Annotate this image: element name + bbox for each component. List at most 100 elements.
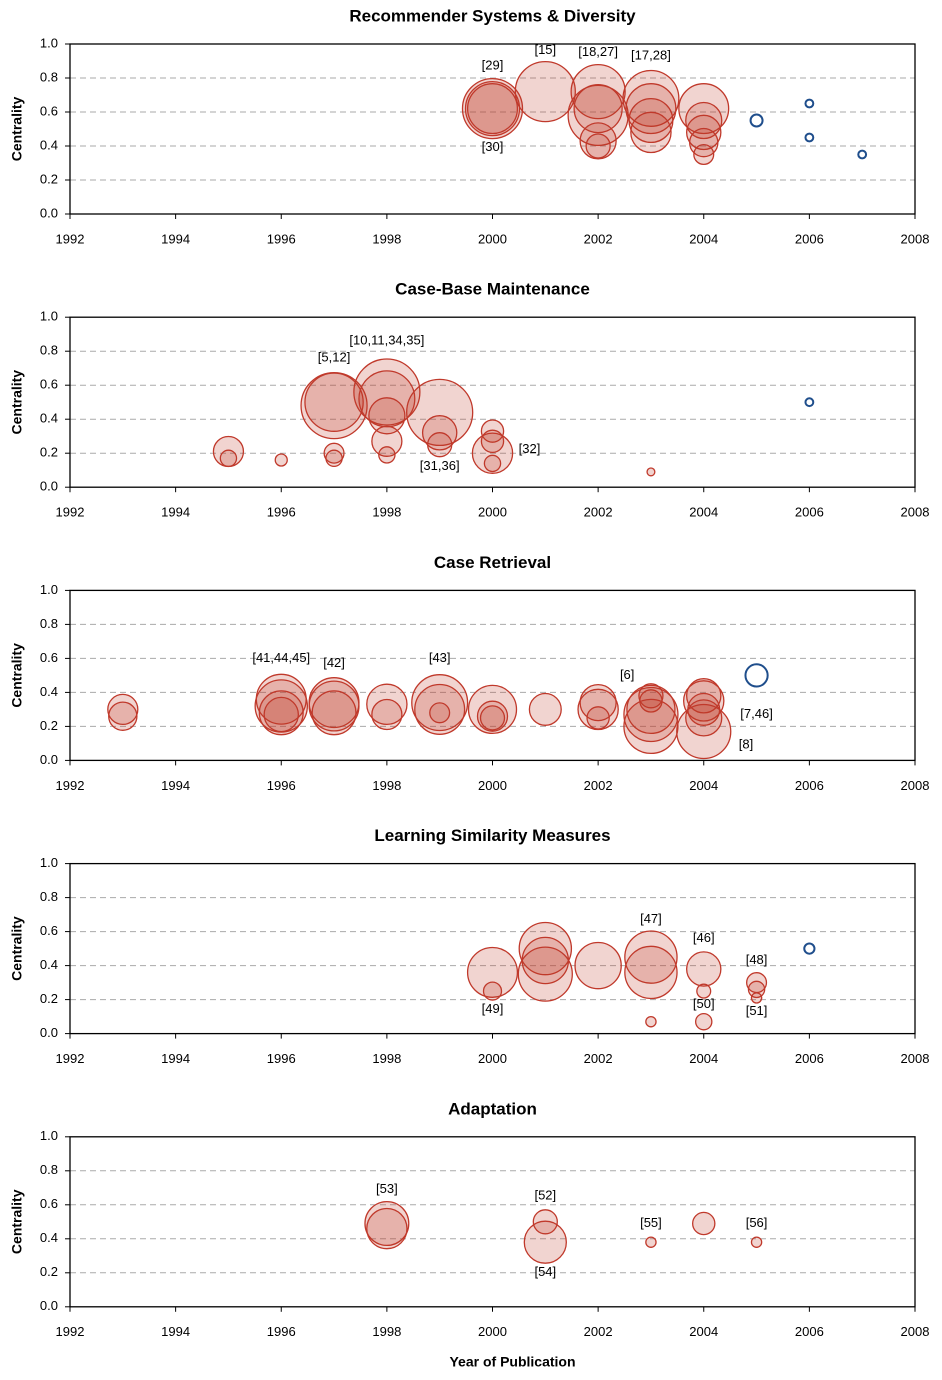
- bubble: [371, 698, 403, 731]
- annotation: [10,11,34,35]: [349, 332, 424, 347]
- bubble: [804, 132, 815, 143]
- annotation: [31,36]: [420, 458, 460, 473]
- annotation: [47]: [640, 911, 662, 926]
- bubble: [528, 692, 562, 726]
- bubble: [685, 101, 723, 140]
- y-axis-label: Centrality: [9, 97, 25, 162]
- x-tick-label: 1996: [267, 1051, 296, 1066]
- annotation: [46]: [693, 930, 715, 945]
- bubble: [857, 149, 868, 160]
- bubble: [483, 454, 502, 473]
- annotation: [51]: [746, 1003, 768, 1018]
- y-tick-label: 0.6: [40, 1196, 58, 1211]
- bubble: [364, 1200, 410, 1247]
- bubble: [695, 1012, 713, 1031]
- bubble: [804, 397, 815, 408]
- x-tick-label: 2000: [478, 1051, 507, 1066]
- bubble: [624, 930, 678, 984]
- chart-title: Learning Similarity Measures: [374, 826, 610, 845]
- x-tick-label: 2002: [584, 505, 613, 520]
- y-tick-label: 1.0: [40, 309, 58, 324]
- bubble: [645, 1236, 657, 1248]
- x-tick-label: 1998: [372, 778, 401, 793]
- bubble: [371, 425, 403, 457]
- bubble: [518, 921, 573, 976]
- annotation: [55]: [640, 1215, 662, 1230]
- y-tick-label: 0.0: [40, 1025, 58, 1040]
- x-tick-label: 1996: [267, 1324, 296, 1339]
- x-tick-label: 1992: [56, 778, 85, 793]
- annotation: [6]: [620, 667, 634, 682]
- y-tick-label: 0.4: [40, 1230, 58, 1245]
- x-tick-label: 1994: [161, 231, 190, 246]
- bubble: [219, 449, 238, 468]
- bubble: [366, 683, 408, 726]
- bubble: [464, 80, 521, 137]
- bubble: [645, 1015, 657, 1028]
- y-tick-label: 0.2: [40, 1264, 58, 1279]
- y-tick-label: 0.6: [40, 103, 58, 118]
- y-tick-label: 0.6: [40, 377, 58, 392]
- bubble: [523, 1220, 567, 1264]
- bubble: [461, 77, 524, 140]
- y-tick-label: 0.2: [40, 718, 58, 733]
- bubble: [471, 432, 514, 474]
- y-tick-label: 0.2: [40, 991, 58, 1006]
- annotation: [43]: [429, 650, 451, 665]
- x-tick-label: 2006: [795, 1051, 824, 1066]
- bubble: [378, 446, 396, 464]
- x-tick-label: 2008: [901, 1324, 930, 1339]
- bubble: [414, 683, 466, 735]
- x-tick-label: 2002: [584, 1324, 613, 1339]
- bubble: [514, 60, 576, 123]
- bubble: [744, 663, 769, 688]
- y-tick-label: 1.0: [40, 582, 58, 597]
- y-tick-label: 1.0: [40, 35, 58, 50]
- x-tick-label: 2004: [689, 1051, 718, 1066]
- bubble: [683, 680, 725, 722]
- annotation: [41,44,45]: [252, 650, 310, 665]
- x-tick-label: 1996: [267, 778, 296, 793]
- bubble: [517, 946, 573, 1002]
- bubble: [626, 684, 676, 735]
- annotation: [5,12]: [318, 349, 351, 364]
- y-tick-label: 0.4: [40, 411, 58, 426]
- x-tick-label: 2004: [689, 505, 718, 520]
- x-tick-label: 1998: [372, 1051, 401, 1066]
- x-tick-label: 2008: [901, 1051, 930, 1066]
- x-tick-label: 2002: [584, 1051, 613, 1066]
- x-tick-label: 2006: [795, 231, 824, 246]
- bubble: [579, 122, 617, 160]
- bubble: [466, 83, 519, 135]
- bubble: [686, 114, 722, 151]
- bubble: [325, 449, 343, 468]
- y-tick-label: 0.6: [40, 650, 58, 665]
- bubble: [107, 693, 139, 726]
- bubble: [693, 143, 715, 166]
- bubble: [750, 1236, 763, 1248]
- plot-frame: [69, 862, 916, 1035]
- x-tick-label: 2008: [901, 778, 930, 793]
- x-tick-label: 1998: [372, 1324, 401, 1339]
- plot-frame: [69, 43, 916, 215]
- chart-title: Adaptation: [448, 1099, 537, 1118]
- chart-title: Case Retrieval: [434, 553, 551, 572]
- y-tick-label: 0.2: [40, 445, 58, 460]
- y-tick-label: 0.8: [40, 889, 58, 904]
- annotation: [17,28]: [631, 47, 671, 62]
- y-tick-label: 0.8: [40, 616, 58, 631]
- x-tick-label: 2000: [478, 778, 507, 793]
- bubble: [466, 946, 519, 998]
- bubble: [692, 1211, 716, 1236]
- bubble: [625, 83, 677, 135]
- bubble: [676, 703, 732, 760]
- x-tick-label: 1992: [56, 1324, 85, 1339]
- annotation: [52]: [534, 1188, 556, 1203]
- bubble: [623, 686, 679, 743]
- x-axis-label: Year of Publication: [449, 1354, 575, 1370]
- y-tick-label: 0.0: [40, 752, 58, 767]
- bubble: [304, 372, 364, 432]
- y-tick-label: 0.6: [40, 923, 58, 938]
- bubble: [747, 980, 766, 999]
- bubble: [628, 97, 674, 144]
